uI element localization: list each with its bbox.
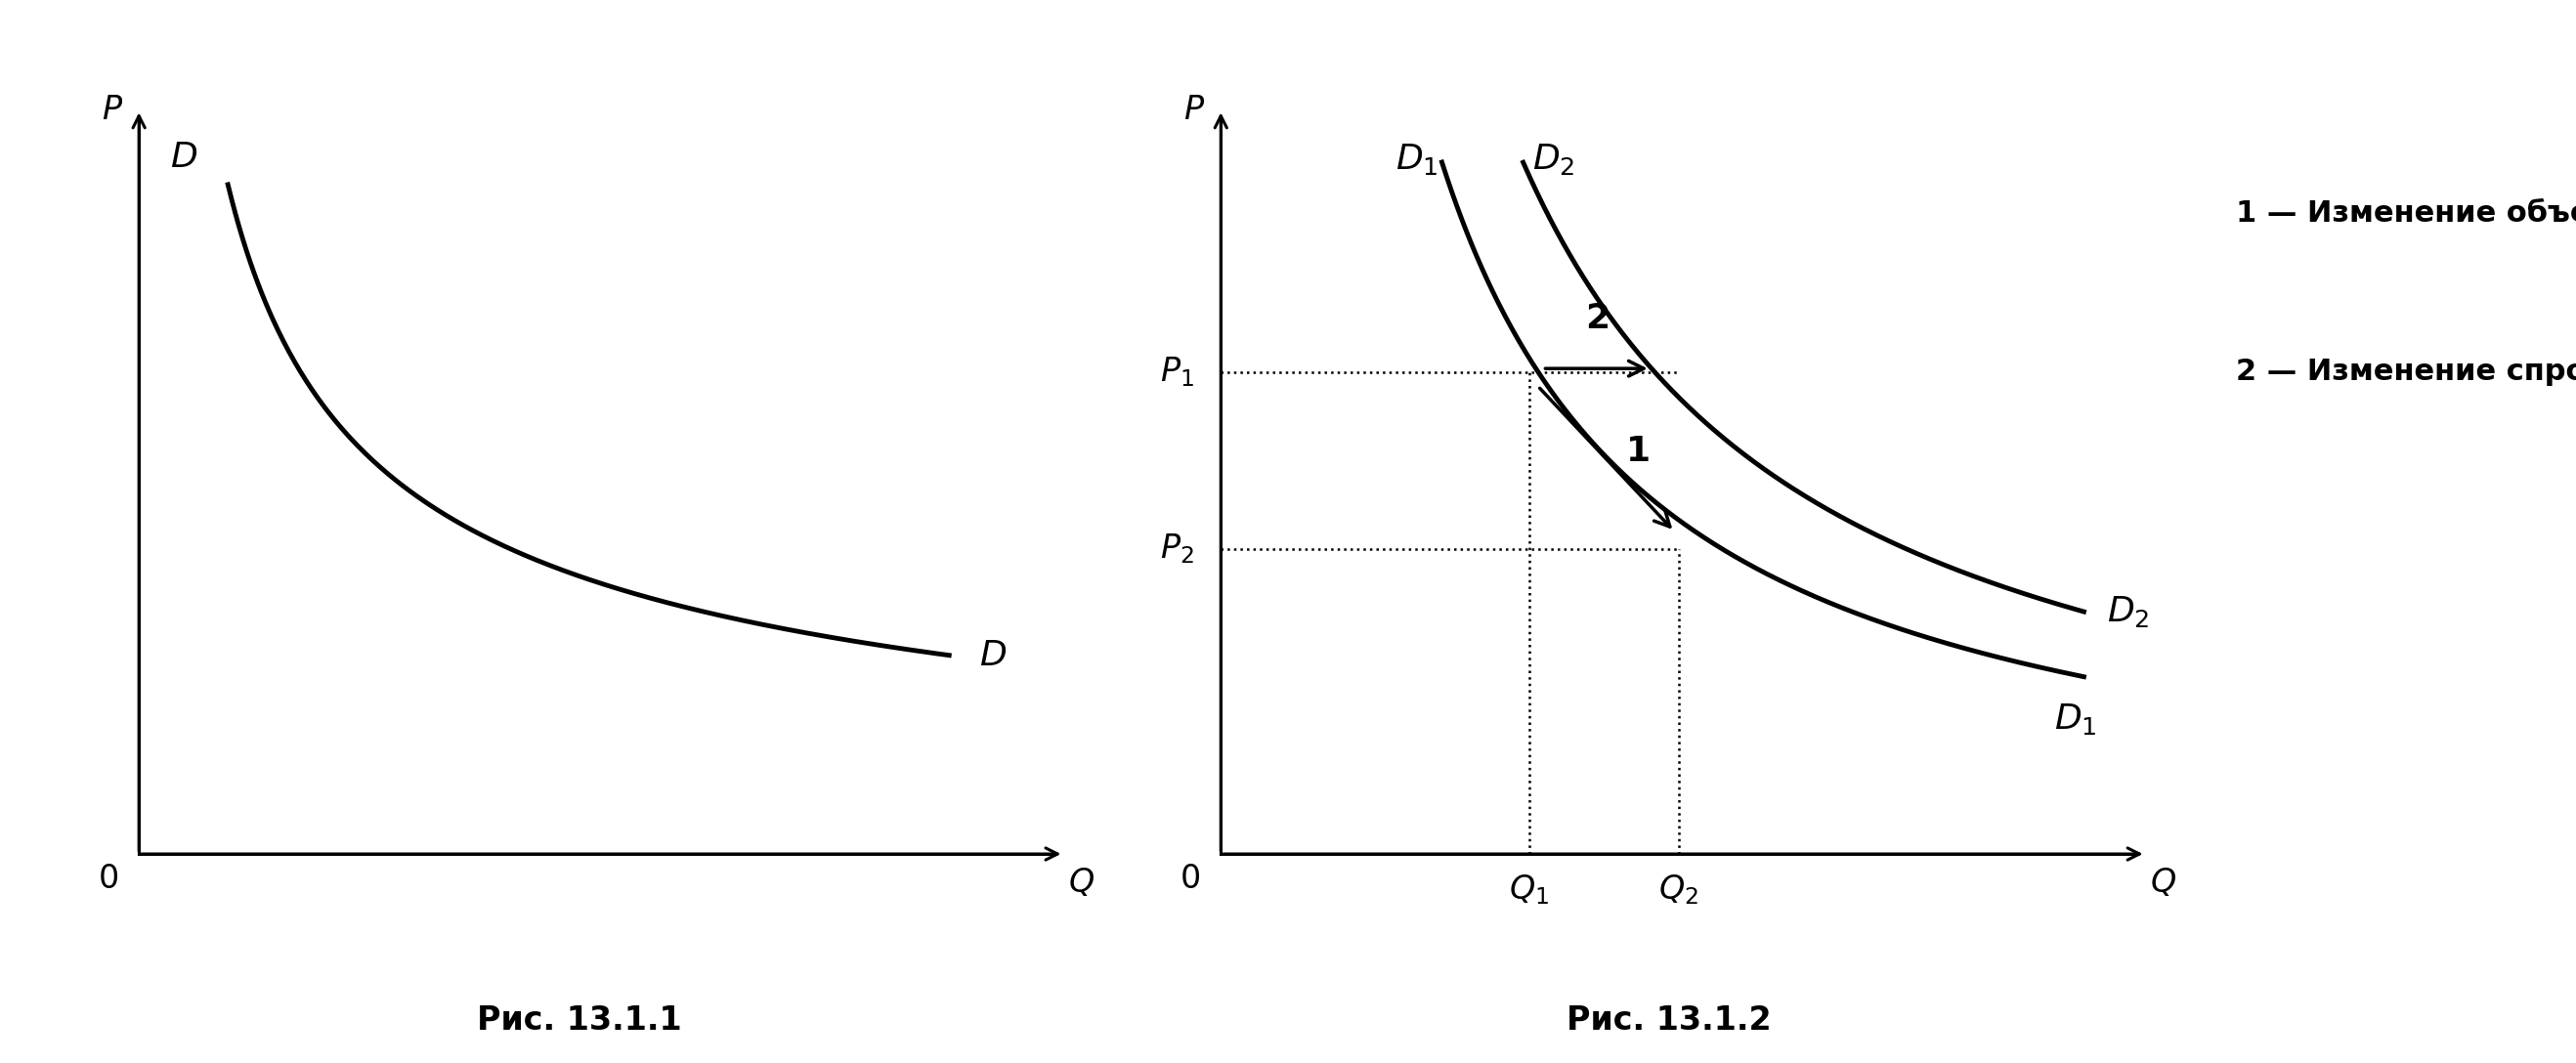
- Text: 1 — Изменение объема спроса;: 1 — Изменение объема спроса;: [2236, 198, 2576, 227]
- Text: $0$: $0$: [1180, 863, 1200, 895]
- Text: $D_2$: $D_2$: [2107, 594, 2148, 629]
- Text: $D_1$: $D_1$: [1396, 141, 1437, 178]
- Text: $D$: $D$: [170, 140, 198, 174]
- Text: $Q$: $Q$: [2151, 866, 2177, 898]
- Text: $D_1$: $D_1$: [2053, 702, 2097, 737]
- Text: $D_2$: $D_2$: [1533, 141, 1574, 178]
- Text: $P$: $P$: [100, 94, 124, 125]
- Text: $Q_2$: $Q_2$: [1659, 873, 1698, 907]
- Text: $\mathbf{1}$: $\mathbf{1}$: [1625, 435, 1649, 469]
- Text: $Q_1$: $Q_1$: [1510, 873, 1548, 907]
- Text: $P_2$: $P_2$: [1159, 533, 1193, 567]
- Text: $P$: $P$: [1182, 94, 1206, 125]
- Text: Рис. 13.1.1: Рис. 13.1.1: [477, 1005, 683, 1036]
- Text: $P_1$: $P_1$: [1159, 355, 1193, 389]
- Text: Рис. 13.1.2: Рис. 13.1.2: [1566, 1005, 1772, 1036]
- Text: 2 — Изменение спроса: 2 — Изменение спроса: [2236, 358, 2576, 386]
- Text: $\mathbf{2}$: $\mathbf{2}$: [1584, 302, 1607, 336]
- Text: $0$: $0$: [98, 863, 118, 895]
- Text: $D$: $D$: [979, 639, 1007, 672]
- Text: $Q$: $Q$: [1069, 866, 1095, 898]
